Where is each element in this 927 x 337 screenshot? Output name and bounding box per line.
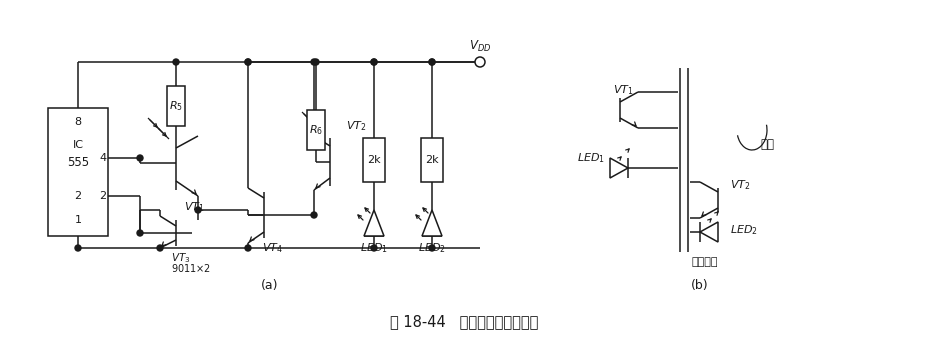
Bar xyxy=(362,138,385,182)
Circle shape xyxy=(137,155,143,161)
Circle shape xyxy=(428,59,435,65)
Text: $VT_1$: $VT_1$ xyxy=(613,83,633,97)
Circle shape xyxy=(195,207,201,213)
Text: 有机玻璃: 有机玻璃 xyxy=(692,257,717,267)
Text: 4: 4 xyxy=(99,153,107,163)
Circle shape xyxy=(245,245,250,251)
Text: $9011{\times}2$: $9011{\times}2$ xyxy=(171,262,211,274)
Circle shape xyxy=(311,59,317,65)
Circle shape xyxy=(311,212,317,218)
Text: (b): (b) xyxy=(691,278,708,292)
Circle shape xyxy=(75,245,81,251)
Circle shape xyxy=(428,245,435,251)
Text: 1: 1 xyxy=(74,215,82,225)
Polygon shape xyxy=(422,210,441,236)
Circle shape xyxy=(312,59,319,65)
Text: $LED_2$: $LED_2$ xyxy=(417,241,446,255)
Text: $LED_1$: $LED_1$ xyxy=(360,241,387,255)
Bar xyxy=(167,86,184,126)
Bar xyxy=(307,110,324,150)
Text: $VT_2$: $VT_2$ xyxy=(346,119,366,133)
Circle shape xyxy=(172,59,179,65)
Bar xyxy=(48,108,108,236)
Polygon shape xyxy=(699,222,717,242)
Text: $VT_2$: $VT_2$ xyxy=(730,178,750,192)
Text: 2k: 2k xyxy=(367,155,380,165)
Text: IC: IC xyxy=(72,140,83,150)
Text: $VT_4$: $VT_4$ xyxy=(261,241,282,255)
Text: $R_6$: $R_6$ xyxy=(309,123,323,137)
Circle shape xyxy=(157,245,163,251)
Text: 2k: 2k xyxy=(425,155,438,165)
Circle shape xyxy=(371,59,376,65)
Bar xyxy=(421,138,442,182)
Circle shape xyxy=(245,59,250,65)
Circle shape xyxy=(137,230,143,236)
Text: 手指: 手指 xyxy=(759,139,773,152)
Circle shape xyxy=(475,57,485,67)
Circle shape xyxy=(371,59,376,65)
Text: 555: 555 xyxy=(67,156,89,170)
Text: $LED_1$: $LED_1$ xyxy=(577,151,604,165)
Text: $V_{DD}$: $V_{DD}$ xyxy=(468,38,490,54)
Polygon shape xyxy=(363,210,384,236)
Polygon shape xyxy=(609,158,628,178)
Text: 2: 2 xyxy=(99,191,107,201)
Text: (a): (a) xyxy=(261,278,278,292)
Text: $VT_3$: $VT_3$ xyxy=(171,251,190,265)
Text: 8: 8 xyxy=(74,117,82,127)
Text: 2: 2 xyxy=(74,191,82,201)
Circle shape xyxy=(371,245,376,251)
Text: $R_5$: $R_5$ xyxy=(169,99,183,113)
Text: $VT_1$: $VT_1$ xyxy=(184,200,204,214)
Circle shape xyxy=(428,59,435,65)
Circle shape xyxy=(245,59,250,65)
Text: $LED_2$: $LED_2$ xyxy=(730,223,757,237)
Text: 图 18-44   非接触控制开关电路: 图 18-44 非接触控制开关电路 xyxy=(389,314,538,330)
